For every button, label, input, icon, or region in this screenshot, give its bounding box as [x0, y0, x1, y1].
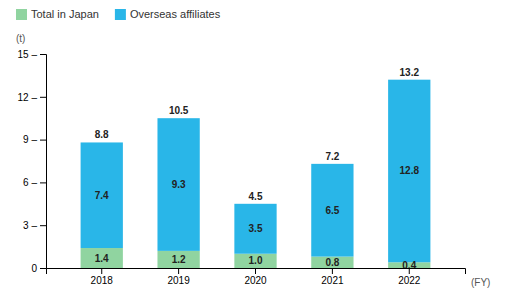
y-tick-label: 3 – — [23, 220, 37, 231]
bars — [81, 80, 431, 268]
y-tick-label: 12 – — [18, 92, 38, 103]
data-label: 12.8 — [400, 165, 420, 176]
bar — [311, 257, 353, 268]
x-tick-mark — [178, 268, 179, 274]
data-label: 0.8 — [325, 257, 339, 268]
total-label: 7.2 — [325, 151, 339, 162]
x-tick-label: 2021 — [321, 275, 344, 286]
data-label: 1.2 — [172, 254, 186, 265]
x-tick-mark — [255, 268, 256, 274]
data-label: 1.0 — [249, 255, 263, 266]
y-tick-mark — [40, 182, 46, 183]
y-tick-label: 0 — [31, 263, 37, 274]
bar — [157, 251, 199, 268]
x-axis: 2018 2019 2020 2021 2022 — [47, 268, 466, 286]
y-tick-mark — [40, 140, 46, 141]
data-labels: 1.41.21.00.80.47.49.33.56.512.88.810.54.… — [95, 67, 420, 271]
bar — [234, 254, 276, 268]
legend-label: Overseas affiliates — [130, 8, 221, 20]
x-tick: 2020 — [244, 268, 267, 286]
y-tick-mark — [40, 268, 46, 269]
bar — [157, 118, 199, 251]
y-tick: 0 — [31, 263, 46, 274]
x-tick-label: 2019 — [167, 275, 190, 286]
legend-item: Total in Japan — [16, 8, 99, 20]
data-label: 7.4 — [95, 190, 109, 201]
data-label: 1.4 — [95, 253, 109, 264]
x-tick: 2021 — [321, 268, 344, 286]
bar — [234, 204, 276, 254]
x-tick: 2018 — [91, 268, 114, 286]
y-tick: 3 – — [23, 220, 46, 231]
bar — [81, 142, 123, 248]
legend-item: Overseas affiliates — [115, 8, 221, 20]
total-label: 13.2 — [400, 67, 420, 78]
y-axis: 0 3 – 6 – 9 – 12 – 15 – — [18, 49, 47, 274]
total-label: 4.5 — [249, 191, 263, 202]
total-label: 8.8 — [95, 129, 109, 140]
bar — [81, 248, 123, 268]
y-tick-label: 9 – — [23, 134, 37, 145]
x-tick-label: 2020 — [244, 275, 267, 286]
y-tick: 15 – — [18, 49, 46, 60]
y-tick-mark — [40, 225, 46, 226]
legend-swatch — [115, 9, 126, 20]
data-label: 3.5 — [249, 223, 263, 234]
bar — [388, 80, 430, 263]
y-tick-label: 6 – — [23, 177, 37, 188]
y-axis-line — [40, 55, 47, 269]
x-tick: 2022 — [398, 268, 421, 286]
legend-swatch — [16, 9, 27, 20]
y-axis-title: (t) — [16, 33, 25, 44]
y-tick-mark — [40, 97, 46, 98]
x-axis-title: (FY) — [471, 277, 490, 288]
data-label: 9.3 — [172, 179, 186, 190]
data-label: 6.5 — [325, 205, 339, 216]
y-tick-label: 15 – — [18, 49, 38, 60]
x-axis-line — [47, 269, 466, 275]
bar — [311, 164, 353, 257]
x-tick-label: 2018 — [91, 275, 114, 286]
x-tick-label: 2022 — [398, 275, 421, 286]
y-tick: 12 – — [18, 92, 46, 103]
x-tick-mark — [332, 268, 333, 274]
x-tick: 2019 — [167, 268, 190, 286]
y-tick: 9 – — [23, 134, 46, 145]
x-tick-mark — [409, 268, 410, 274]
y-tick-mark — [40, 54, 46, 55]
x-tick-mark — [101, 268, 102, 274]
chart: 1.41.21.00.80.47.49.33.56.512.88.810.54.… — [0, 0, 509, 300]
y-tick: 6 – — [23, 177, 46, 188]
legend-label: Total in Japan — [31, 8, 99, 20]
legend: Total in Japan Overseas affiliates — [16, 8, 221, 20]
total-label: 10.5 — [169, 105, 189, 116]
